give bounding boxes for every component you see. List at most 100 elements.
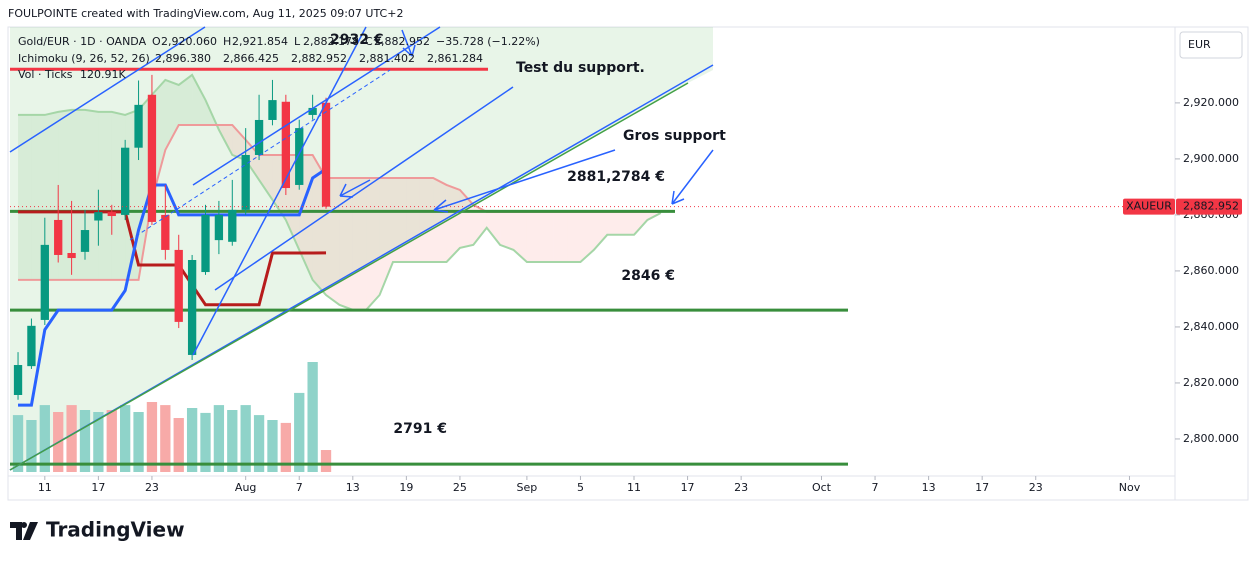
y-tick-label: 2,820.000	[1183, 376, 1239, 389]
volume-bar	[173, 418, 184, 472]
candle-body	[295, 128, 304, 185]
currency: EUR	[1188, 38, 1211, 51]
cloud-fill	[165, 79, 179, 150]
y-tick-label: 2,900.000	[1183, 152, 1239, 165]
x-tick-label: 7	[872, 481, 879, 494]
cloud-fill	[620, 211, 635, 235]
cloud-fill	[366, 177, 380, 310]
channel-line	[9, 26, 206, 153]
channel-line	[192, 26, 441, 186]
ichimoku-conversion	[18, 167, 327, 407]
dashed-line	[129, 69, 391, 241]
last-price-symbol: XAUEUR	[1126, 200, 1172, 213]
candle-body	[80, 230, 90, 252]
volume-bar	[26, 420, 37, 472]
currency-box[interactable]	[1179, 31, 1243, 59]
x-tick-label: 23	[145, 481, 159, 494]
cloud-fill	[392, 177, 407, 262]
volume-name: Vol · Ticks	[18, 68, 73, 81]
cloud-fill	[486, 211, 501, 245]
cloud-fill	[473, 204, 487, 245]
candle-body	[67, 253, 76, 259]
note: Test du support.	[516, 60, 645, 76]
candle-body	[94, 212, 103, 221]
volume-bar	[79, 410, 91, 472]
brand: TradingView	[46, 518, 185, 542]
ichimoku-value: 2,881.402	[359, 52, 415, 65]
x-tick-label: 17	[681, 481, 695, 494]
pattern-fill	[10, 27, 713, 470]
cloud-fill	[98, 111, 112, 280]
cloud-fill	[567, 211, 581, 262]
candle-body	[13, 365, 23, 395]
candle-body	[161, 214, 170, 250]
candle-body	[201, 214, 210, 273]
symbol: Gold/EUR · 1D · OANDA	[18, 35, 147, 48]
cloud-fill	[526, 211, 541, 262]
volume-bar	[12, 415, 24, 472]
volume-last: 120.91K	[80, 68, 126, 81]
candle-body	[228, 209, 237, 242]
candle-body	[174, 249, 183, 322]
candle-body	[147, 94, 157, 222]
x-tick-label: 11	[38, 481, 52, 494]
ohlc-value: 2,920.060	[161, 35, 217, 48]
level-label: 2846 €	[621, 268, 675, 284]
x-tick-label: Sep	[517, 481, 538, 494]
volume-bar	[307, 362, 318, 472]
volume-bar	[280, 422, 292, 472]
arrow	[433, 149, 616, 213]
volume-bar	[146, 402, 158, 472]
last-price-label: 2,882.952	[1183, 200, 1239, 213]
x-tick-label: 5	[577, 481, 584, 494]
y-tick-label: 2,840.000	[1183, 320, 1239, 333]
ohlc-value: 2,921.854	[232, 35, 288, 48]
cloud-fill	[406, 177, 420, 262]
y-tick-label: 2,800.000	[1183, 432, 1239, 445]
candle-body	[27, 325, 36, 367]
cloud-fill	[634, 211, 648, 235]
ichimoku-base	[18, 210, 327, 307]
logo-mark	[10, 522, 38, 540]
change: −35.728 (−1.22%)	[436, 35, 540, 48]
cloud-fill	[500, 211, 514, 250]
level-label: 2932 €	[330, 32, 384, 48]
volume-bar	[267, 420, 278, 472]
channel-line	[214, 86, 514, 291]
cloud-fill	[540, 211, 554, 262]
cloud-fill	[84, 109, 99, 280]
candle-body	[107, 212, 116, 217]
note: Gros support	[623, 128, 726, 144]
attribution: FOULPOINTE created with TradingView.com,…	[8, 7, 403, 20]
arrow	[339, 179, 371, 198]
volume-bar	[160, 405, 171, 472]
x-tick-label: Aug	[235, 481, 256, 494]
cloud-fill	[553, 211, 568, 262]
candle-body	[40, 244, 49, 320]
candle-body	[321, 102, 331, 207]
cloud-fill	[593, 211, 608, 250]
ohlc-name: O	[152, 35, 161, 48]
chart-frame	[7, 26, 1249, 501]
overlay: 2932 € 2881,2784 € 2846 € 2791 € Test du sup…	[18, 32, 726, 437]
trend-line	[9, 82, 689, 471]
y-tick-label: 2,920.000	[1183, 96, 1239, 109]
x-tick-label: 19	[399, 481, 413, 494]
cloud-fill	[326, 177, 340, 305]
candle-body	[134, 104, 143, 148]
x-tick-label: 13	[922, 481, 936, 494]
volume-bar	[240, 405, 251, 472]
ichimoku-value: 2,896.380	[155, 52, 211, 65]
x-tick-label: 25	[453, 481, 467, 494]
candle-body	[281, 101, 291, 189]
ohlc-name: H	[223, 35, 231, 48]
level-label: 2791 €	[393, 421, 447, 437]
x-tick-label: Oct	[812, 481, 832, 494]
x-tick-label: Nov	[1119, 481, 1141, 494]
volume-bar	[39, 405, 50, 472]
candle-body	[268, 100, 277, 120]
ohlc-value: 2,882.952	[374, 35, 430, 48]
candle-body	[214, 214, 224, 241]
cloud-fill	[259, 154, 273, 200]
